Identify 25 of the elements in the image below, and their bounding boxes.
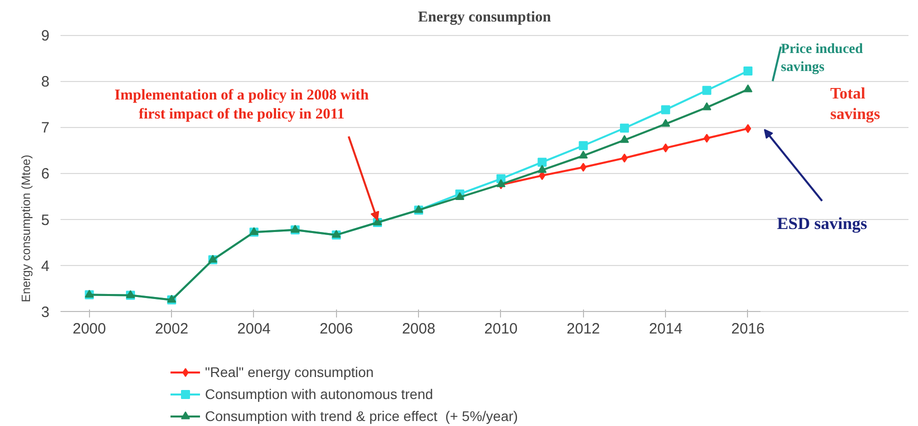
y-tick-label: 5 <box>41 212 50 229</box>
x-tick-label: 2000 <box>72 320 106 338</box>
x-tick-label: 2016 <box>731 320 765 338</box>
y-tick-label: 3 <box>41 304 50 321</box>
y-tick-label: 8 <box>41 74 50 91</box>
y-tick-label: 6 <box>41 166 50 183</box>
x-tick-label: 2014 <box>648 320 682 338</box>
y-tick-label: 9 <box>41 28 50 45</box>
legend-label: Consumption with autonomous trend <box>205 386 434 402</box>
y-tick-label: 7 <box>41 120 50 137</box>
x-tick-label: 2010 <box>484 320 518 338</box>
text: Total savings <box>830 85 880 123</box>
x-tick-label: 2008 <box>402 320 436 338</box>
legend-label: Consumption with trend & price effect (+ 5%/year) <box>205 408 518 424</box>
chart-title: Energy consumption <box>418 10 552 26</box>
x-tick-label: 2012 <box>566 320 600 338</box>
y-axis-title: Energy consumption (Mtoe) <box>19 154 34 302</box>
x-tick-label: 2002 <box>154 320 188 338</box>
x-tick-label: 2006 <box>320 320 353 338</box>
x-tick-label: 2004 <box>237 320 271 338</box>
text: Price induced savings <box>780 42 864 76</box>
text: ESD savings <box>776 214 868 234</box>
y-tick-label: 4 <box>41 258 50 275</box>
annotation: Implementation of a policy in 2008 with first impact of the policy in 2011 <box>114 87 370 123</box>
legend-label: "Real" energy consumption <box>205 364 374 380</box>
